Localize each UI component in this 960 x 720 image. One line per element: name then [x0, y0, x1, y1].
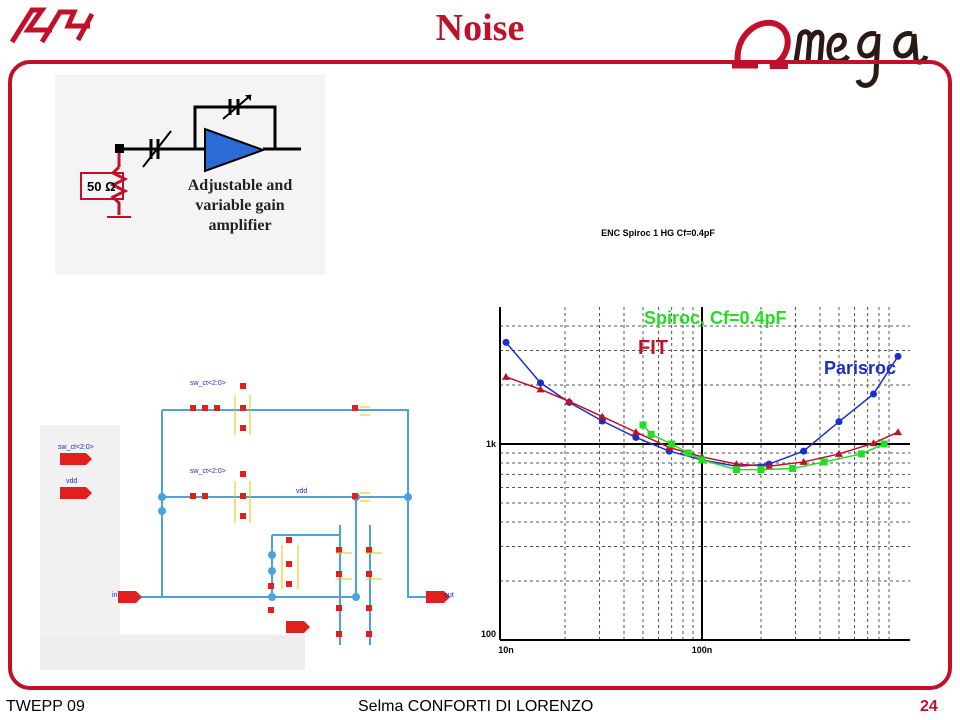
- y-tick-label-1k: 1k: [486, 439, 497, 449]
- data-point-fit: [631, 428, 640, 436]
- data-point-spiroc-cf-0-4pf: [757, 466, 765, 474]
- schematic-label-vdd-mid: vdd: [296, 488, 307, 495]
- data-point-spiroc-cf-0-4pf: [668, 440, 676, 448]
- schematic-label-out: out: [444, 592, 454, 599]
- chart-series: [502, 338, 902, 474]
- lal-logo-icon: [9, 7, 95, 44]
- data-point-spiroc-cf-0-4pf: [857, 450, 865, 458]
- schematic-label-sw-ct-left: sw_ct<2:0>: [58, 444, 94, 451]
- schematic-label-in: in: [112, 592, 118, 599]
- lal-logo: [8, 4, 98, 48]
- schematic-label-sw-ct-mid: sw_ct<2:0>: [190, 468, 226, 475]
- data-point-parisroc: [632, 433, 640, 441]
- y-tick-label-100: 100: [481, 629, 496, 639]
- data-point-fit: [536, 385, 545, 393]
- amplifier-caption-line-3: amplifier: [208, 217, 272, 234]
- data-point-spiroc-cf-0-4pf: [789, 464, 797, 472]
- schematic-label-vdd: vdd: [66, 478, 77, 485]
- data-point-fit: [565, 397, 574, 405]
- x-tick-label-100n: 100n: [692, 645, 713, 655]
- schematic-label-sw-ct-top: sw_ct<2:0>: [190, 380, 226, 387]
- page-number: 24: [920, 698, 938, 715]
- data-point-spiroc-cf-0-4pf: [684, 449, 692, 457]
- data-point-fit: [765, 462, 774, 470]
- enc-chart: ENC Spiroc 1 HG Cf=0.4pF 10n 100n 100 1k…: [462, 220, 922, 660]
- page-title: Noise: [435, 7, 525, 49]
- data-point-fit: [894, 428, 902, 436]
- legend-label-parisroc: Parisroc: [824, 358, 896, 378]
- data-point-spiroc-cf-0-4pf: [647, 430, 655, 438]
- footer-event: TWEPP 09: [6, 698, 85, 715]
- data-point-fit: [598, 412, 607, 420]
- legend-label-spiroc: Spiroc, Cf=0.4pF: [644, 308, 787, 328]
- footer-author: Selma CONFORTI DI LORENZO: [358, 698, 594, 715]
- data-point-spiroc-cf-0-4pf: [820, 458, 828, 466]
- series-line-spiroc-cf-0-4pf: [642, 424, 885, 471]
- resistor-label: 50 Ω: [87, 179, 116, 194]
- data-point-parisroc: [870, 390, 878, 398]
- data-point-parisroc: [502, 338, 510, 346]
- chart-axes: [499, 307, 910, 641]
- x-tick-label-10n: 10n: [498, 645, 514, 655]
- data-point-spiroc-cf-0-4pf: [880, 440, 888, 448]
- content-frame: [8, 60, 952, 690]
- data-point-parisroc: [537, 379, 545, 387]
- data-point-fit: [502, 372, 510, 380]
- data-point-spiroc-cf-0-4pf: [639, 421, 647, 429]
- schematic: sw_ct<2:0> sw_ct<2:0> sw_ct<2:0> vdd vdd…: [40, 375, 460, 670]
- data-point-parisroc: [800, 447, 808, 455]
- data-point-parisroc: [835, 418, 843, 426]
- data-point-spiroc-cf-0-4pf: [733, 466, 741, 474]
- amplifier-caption-line-1: Adjustable and: [187, 177, 293, 194]
- amplifier-symbol: [55, 75, 325, 275]
- data-point-spiroc-cf-0-4pf: [698, 456, 706, 464]
- legend-label-fit: FIT: [638, 337, 668, 359]
- data-point-fit: [869, 439, 878, 447]
- chart-grid: [500, 307, 910, 640]
- data-point-parisroc: [894, 352, 902, 360]
- amplifier-caption-line-2: variable gain: [195, 197, 285, 214]
- schematic-drawing: sw_ct<2:0> sw_ct<2:0> sw_ct<2:0> vdd vdd…: [40, 375, 460, 670]
- data-point-fit: [799, 457, 808, 465]
- data-point-fit: [732, 460, 741, 468]
- enc-chart-svg: ENC Spiroc 1 HG Cf=0.4pF 10n 100n 100 1k…: [481, 228, 910, 655]
- amplifier-caption: Adjustable and variable gain amplifier: [170, 176, 310, 236]
- amplifier-diagram: 50 Ω: [55, 75, 325, 275]
- data-point-fit: [834, 449, 843, 457]
- chart-title: ENC Spiroc 1 HG Cf=0.4pF: [601, 228, 715, 238]
